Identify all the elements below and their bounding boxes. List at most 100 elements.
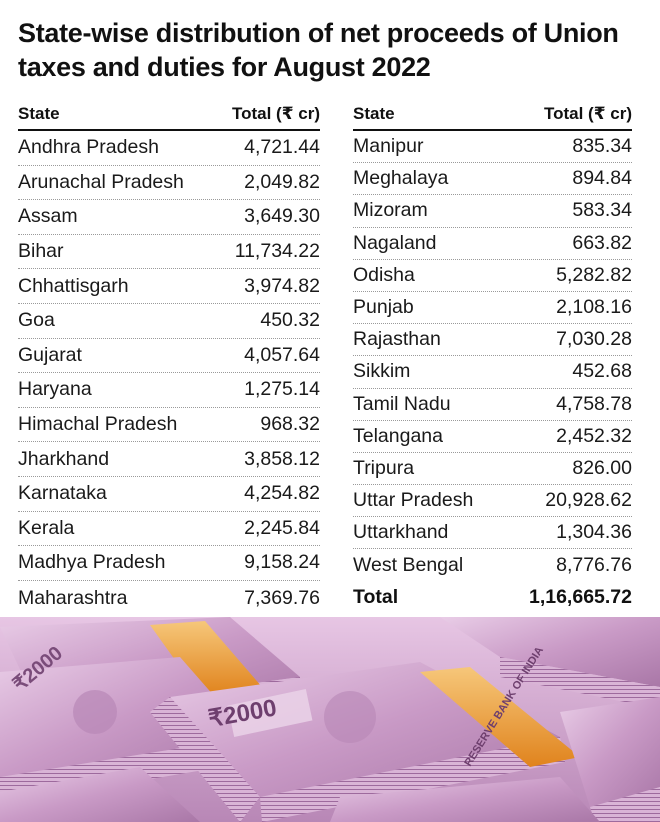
state-total: 450.32: [260, 309, 320, 332]
state-name: Madhya Pradesh: [18, 551, 166, 574]
table-row: Odisha 5,282.82: [353, 260, 632, 292]
state-total: 2,452.32: [556, 424, 632, 447]
state-name: Assam: [18, 205, 78, 228]
table-row: West Bengal 8,776.76: [353, 549, 632, 581]
table-row: Nagaland 663.82: [353, 228, 632, 260]
table-row: Punjab 2,108.16: [353, 292, 632, 325]
table-header: State Total (₹ cr): [353, 99, 632, 131]
state-total: 3,858.12: [244, 447, 320, 470]
state-total: 8,776.76: [556, 554, 632, 577]
state-name: Kerala: [18, 516, 75, 539]
note-bundle-back-right: [440, 617, 660, 709]
table-body: Manipur 835.34 Meghalaya 894.84 Mizoram 583.3…: [353, 131, 632, 582]
table-header: State Total (₹ cr): [18, 99, 320, 131]
state-total: 7,030.28: [556, 328, 632, 351]
state-total: 663.82: [572, 231, 632, 254]
state-total: 1,275.14: [244, 378, 320, 401]
state-name: Uttar Pradesh: [353, 489, 474, 512]
table-row: Himachal Pradesh 968.32: [18, 408, 320, 443]
table-row: Jharkhand 3,858.12: [18, 442, 320, 477]
table-row: Karnataka 4,254.82: [18, 477, 320, 512]
state-name: Chhattisgarh: [18, 274, 129, 297]
state-name: Odisha: [353, 263, 415, 286]
table-row: Uttar Pradesh 20,928.62: [353, 485, 632, 518]
state-name: Telangana: [353, 424, 443, 447]
state-name: Manipur: [353, 135, 424, 158]
state-name: Punjab: [353, 296, 414, 319]
state-total: 452.68: [572, 360, 632, 383]
table-row: Kerala 2,245.84: [18, 512, 320, 547]
table-row: Goa 450.32: [18, 304, 320, 339]
state-name: Andhra Pradesh: [18, 136, 159, 159]
state-name: Mizoram: [353, 199, 428, 222]
state-total: 9,158.24: [244, 551, 320, 574]
state-total: 4,758.78: [556, 392, 632, 415]
state-name: West Bengal: [353, 554, 464, 577]
state-total: 3,974.82: [244, 274, 320, 297]
table-row: Sikkim 452.68: [353, 356, 632, 389]
state-name: Sikkim: [353, 360, 411, 383]
state-total: 4,254.82: [244, 482, 320, 505]
table-row: Tamil Nadu 4,758.78: [353, 389, 632, 421]
column-header-total: Total (₹ cr): [543, 104, 632, 123]
column-header-state: State: [353, 104, 395, 123]
table-row: Chhattisgarh 3,974.82: [18, 269, 320, 304]
state-total: 2,245.84: [244, 516, 320, 539]
chart-title: State-wise distribution of net proceeds …: [18, 18, 619, 82]
state-name: Bihar: [18, 240, 64, 263]
state-total: 1,304.36: [556, 521, 632, 544]
state-total: 2,049.82: [244, 170, 320, 193]
state-total: 583.34: [572, 199, 632, 222]
note-bundle-right: [560, 697, 660, 822]
state-name: Rajasthan: [353, 328, 441, 351]
state-name: Maharashtra: [18, 586, 128, 609]
table-row: Gujarat 4,057.64: [18, 339, 320, 374]
state-name: Arunachal Pradesh: [18, 170, 184, 193]
state-total: 11,734.22: [234, 240, 320, 263]
state-name: Jharkhand: [18, 447, 110, 470]
table-row: Maharashtra 7,369.76: [18, 581, 320, 616]
state-total: 4,057.64: [244, 343, 320, 366]
table-row: Haryana 1,275.14: [18, 373, 320, 408]
table-row: Telangana 2,452.32: [353, 421, 632, 453]
state-total: 3,649.30: [244, 205, 320, 228]
total-label: Total: [353, 586, 399, 609]
column-header-total: Total (₹ cr): [231, 104, 320, 123]
table-row: Meghalaya 894.84: [353, 163, 632, 196]
table-row: Andhra Pradesh 4,721.44: [18, 131, 320, 166]
state-name: Himachal Pradesh: [18, 413, 178, 436]
state-name: Goa: [18, 309, 55, 332]
state-total: 4,721.44: [244, 136, 320, 159]
state-name: Uttarkhand: [353, 521, 449, 544]
state-total: 835.34: [572, 135, 632, 158]
state-name: Meghalaya: [353, 167, 449, 190]
table-body: Andhra Pradesh 4,721.44 Arunachal Pradesh 2…: [18, 131, 320, 615]
table-row: Mizoram 583.34: [353, 195, 632, 228]
state-name: Nagaland: [353, 231, 437, 254]
table-row: Arunachal Pradesh 2,049.82: [18, 166, 320, 201]
state-name: Tripura: [353, 456, 415, 479]
note-bundle-bottom: [0, 767, 600, 822]
state-total: 826.00: [572, 456, 632, 479]
state-table-left: State Total (₹ cr) Andhra Pradesh 4,721.4…: [18, 99, 320, 615]
state-table-right: State Total (₹ cr) Manipur 835.34 Meghalay…: [353, 99, 632, 614]
table-row: Uttarkhand 1,304.36: [353, 517, 632, 550]
total-value: 1,16,665.72: [528, 586, 632, 609]
state-total: 7,369.76: [244, 586, 320, 609]
table-row: Madhya Pradesh 9,158.24: [18, 546, 320, 581]
total-row: Total 1,16,665.72: [353, 582, 632, 614]
state-total: 968.32: [260, 413, 320, 436]
state-name: Gujarat: [18, 343, 82, 366]
state-total: 20,928.62: [545, 489, 632, 512]
currency-bundle-illustration: ₹2000 ₹2000 RESERVE BANK OF INDIA: [0, 617, 660, 822]
table-row: Manipur 835.34: [353, 131, 632, 164]
state-name: Karnataka: [18, 482, 107, 505]
currency-notes-photo: ₹2000 ₹2000 RESERVE BANK OF INDIA: [0, 617, 660, 822]
table-row: Tripura 826.00: [353, 453, 632, 486]
state-name: Tamil Nadu: [353, 392, 451, 415]
state-total: 894.84: [572, 167, 632, 190]
state-name: Haryana: [18, 378, 92, 401]
table-row: Assam 3,649.30: [18, 200, 320, 235]
state-total: 5,282.82: [556, 263, 632, 286]
column-header-state: State: [18, 104, 60, 123]
